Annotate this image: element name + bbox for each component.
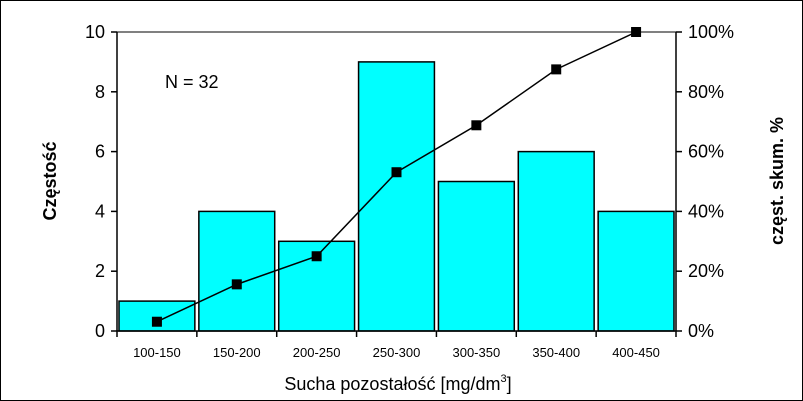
x-tick-label: 100-150 bbox=[133, 345, 181, 360]
x-axis-title-end: ] bbox=[507, 374, 512, 394]
cumulative-point-150-200 bbox=[231, 279, 242, 290]
y-tick-label: 6 bbox=[95, 142, 105, 162]
y-axis-title: Częstość bbox=[40, 141, 60, 220]
y-tick-label: 2 bbox=[95, 261, 105, 281]
bar-150-200 bbox=[198, 210, 276, 332]
x-tick-label: 300-350 bbox=[452, 345, 500, 360]
x-tick-label: 400-450 bbox=[612, 345, 660, 360]
y2-tick-label: 40% bbox=[688, 201, 724, 221]
y-tick-label: 8 bbox=[95, 82, 105, 102]
bar-350-400 bbox=[517, 150, 595, 332]
y-tick-label: 4 bbox=[95, 201, 105, 221]
y2-tick-label: 100% bbox=[688, 22, 734, 42]
bar-300-350 bbox=[437, 180, 516, 332]
x-axis-title: Sucha pozostałość [mg/dm3] bbox=[284, 373, 511, 394]
x-tick-label: 350-400 bbox=[532, 345, 580, 360]
y-tick-label: 10 bbox=[85, 22, 105, 42]
y2-tick-label: 20% bbox=[688, 261, 724, 281]
x-tick-label: 250-300 bbox=[373, 345, 421, 360]
cumulative-point-250-300 bbox=[391, 167, 402, 178]
x-axis-title-superscript: 3 bbox=[500, 373, 506, 385]
axes-group bbox=[111, 31, 682, 337]
bar-250-300 bbox=[357, 61, 436, 332]
y2-tick-label: 80% bbox=[688, 82, 724, 102]
x-tick-label: 200-250 bbox=[293, 345, 341, 360]
y-tick-label: 0 bbox=[95, 321, 105, 341]
sample-size-annotation: N = 32 bbox=[165, 72, 219, 92]
cumulative-point-300-350 bbox=[471, 120, 482, 131]
y2-tick-label: 60% bbox=[688, 142, 724, 162]
x-axis-title-main: Sucha pozostałość [mg/dm bbox=[284, 374, 500, 394]
bar-400-450 bbox=[597, 210, 675, 332]
cumulative-point-350-400 bbox=[551, 64, 562, 75]
cumulative-point-100-150 bbox=[151, 316, 162, 327]
x-tick-label: 150-200 bbox=[213, 345, 261, 360]
y2-axis-title: częst. skum. % bbox=[767, 117, 787, 245]
y2-tick-label: 0% bbox=[688, 321, 714, 341]
cumulative-point-200-250 bbox=[311, 251, 322, 262]
bars-group bbox=[118, 61, 675, 332]
